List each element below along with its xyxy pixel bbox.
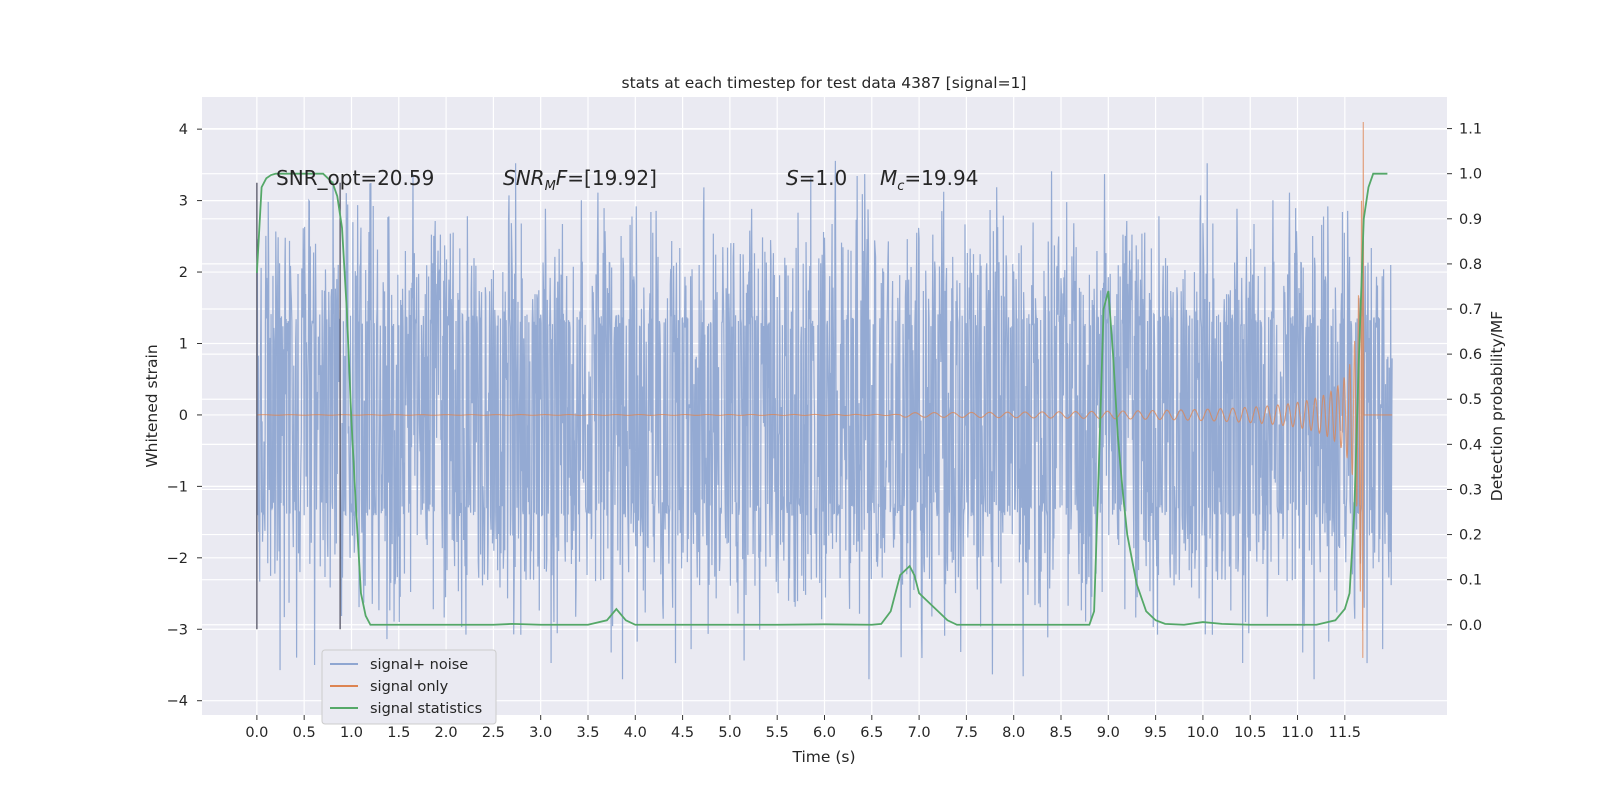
y-left-tick-label: 0: [179, 408, 188, 424]
series-signal-noise: [256, 160, 1393, 680]
chart-title: stats at each timestep for test data 438…: [622, 74, 1027, 92]
y-left-tick-label: 4: [179, 122, 188, 138]
legend-box: [321, 649, 497, 725]
annotation-s: S=1.0: [786, 166, 847, 190]
x-tick-label: 4.0: [624, 725, 647, 741]
y-left-tick-label: −1: [167, 479, 188, 495]
legend-label-signal-only: signal only: [370, 679, 449, 695]
annotation-s-label: S: [786, 166, 799, 190]
x-tick-label: 4.5: [671, 725, 694, 741]
y-right-tick-label: 0.5: [1459, 392, 1482, 408]
x-tick-label: 5.5: [766, 725, 789, 741]
annotation-snr-mf-suffix-f: F: [556, 166, 568, 190]
annotation-snr-mf-sub: M: [545, 179, 556, 194]
annotation-s-value: =1.0: [799, 166, 848, 190]
y-right-tick-label: 0.8: [1459, 257, 1482, 273]
y-right-tick-label: 0.6: [1459, 347, 1482, 363]
y-right-tick-label: 0.1: [1459, 573, 1482, 589]
annotation-mc-value: =19.94: [904, 166, 978, 190]
annotation-mc: Mc=19.94: [880, 166, 978, 194]
x-tick-label: 8.5: [1049, 725, 1072, 741]
legend: signal+ noise signal only signal statist…: [321, 649, 497, 725]
y-right-tick-label: 0.2: [1459, 528, 1482, 544]
x-tick-label: 7.0: [908, 725, 931, 741]
y-left-tick-label: 3: [179, 194, 188, 210]
y-right-tick-label: 0.0: [1459, 618, 1482, 634]
y-right-tick-label: 0.9: [1459, 212, 1482, 228]
x-tick-label: 3.5: [576, 725, 599, 741]
x-axis-label: Time (s): [791, 748, 855, 766]
x-tick-label: 1.0: [340, 725, 363, 741]
x-tick-label: 0.0: [245, 725, 268, 741]
y-right-tick-label: 0.7: [1459, 302, 1482, 318]
x-tick-label: 9.0: [1097, 725, 1120, 741]
annotation-mc-sub: c: [897, 179, 904, 194]
x-tick-label: 11.5: [1329, 725, 1361, 741]
y-right-tick-label: 0.4: [1459, 437, 1482, 453]
annotations: SNR_opt=20.59 SNRMF=[19.92] S=1.0 Mc=19.…: [276, 166, 978, 194]
series-signal-statistics: [255, 172, 1388, 626]
y-right-tick-label: 0.3: [1459, 482, 1482, 498]
x-tick-label: 1.5: [387, 725, 410, 741]
x-tick-label: 2.0: [435, 725, 458, 741]
x-tick-label: 5.0: [718, 725, 741, 741]
x-tick-label: 8.0: [1002, 725, 1025, 741]
y-left-tick-label: 1: [179, 336, 188, 352]
y-left-tick-label: −2: [167, 551, 188, 567]
x-tick-label: 11.0: [1281, 725, 1313, 741]
y-left-tick-label: 2: [179, 265, 188, 281]
annotation-snr-mf: SNRMF=[19.92]: [503, 166, 657, 194]
annotation-mc-label: M: [880, 166, 897, 190]
y-axis-label-left: Whitened strain: [143, 344, 161, 467]
y-left-tick-label: −3: [167, 622, 188, 638]
annotation-snr-mf-suffix: =[19.92]: [567, 166, 657, 190]
series-layer: [255, 122, 1393, 680]
x-tick-label: 6.5: [860, 725, 883, 741]
annotation-snr-mf-prefix: SNR: [503, 166, 545, 190]
x-tick-label: 7.5: [955, 725, 978, 741]
annotation-snr-opt: SNR_opt=20.59: [276, 166, 434, 190]
y-right-tick-label: 1.0: [1459, 167, 1482, 183]
x-tick-label: 9.5: [1144, 725, 1167, 741]
series-signal-only: [256, 122, 1393, 658]
y-left-tick-label: −4: [167, 694, 188, 710]
legend-label-signal-statistics: signal statistics: [370, 701, 482, 717]
x-tick-label: 2.5: [482, 725, 505, 741]
y-right-tick-label: 1.1: [1459, 122, 1482, 138]
y-axis-label-right: Detection probability/MF: [1488, 311, 1506, 502]
x-tick-label: 6.0: [813, 725, 836, 741]
x-tick-label: 10.5: [1234, 725, 1266, 741]
x-tick-label: 10.0: [1187, 725, 1219, 741]
x-tick-label: 3.0: [529, 725, 552, 741]
legend-label-signal-noise: signal+ noise: [370, 657, 468, 673]
x-tick-label: 0.5: [293, 725, 316, 741]
ticks: 0.0 0.5 1.0 1.5 2.0 2.5 3.0 3.5 4.0 4.5 5.0 5.5 6.0 6…: [167, 122, 1482, 741]
